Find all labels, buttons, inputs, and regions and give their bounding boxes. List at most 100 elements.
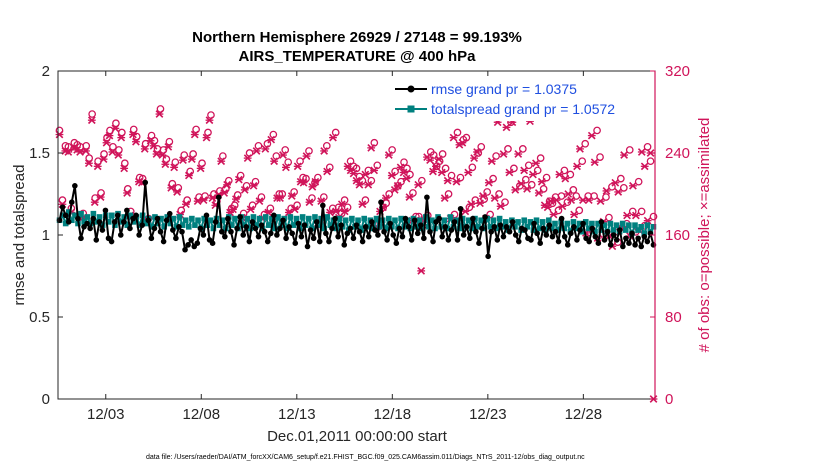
x-axis: 12/03 12/08 12/13 12/18 12/23 12/28 xyxy=(87,71,602,423)
obs-assimilated-point xyxy=(573,162,581,171)
rmse-point xyxy=(408,237,415,243)
totalspread-point xyxy=(638,224,644,230)
obs-assimilated-point xyxy=(552,196,561,205)
obs-possible-point xyxy=(429,151,438,159)
obs-assimilated-point xyxy=(370,166,379,175)
totalspread-point xyxy=(176,214,183,220)
rmse-point xyxy=(96,219,103,225)
rmse-point xyxy=(375,232,381,238)
obs-assimilated-point xyxy=(476,199,484,208)
legend: rmse grand pr = 1.0375 totalspread grand… xyxy=(391,78,648,121)
totalspread-point xyxy=(361,215,367,222)
obs-assimilated-point xyxy=(337,200,346,209)
rmse-point xyxy=(258,222,265,228)
totalspread-point xyxy=(93,219,100,225)
obs-assimilated-point xyxy=(105,131,114,140)
rmse-point xyxy=(503,224,510,230)
totalspread-point xyxy=(419,225,426,232)
data-file-caption: data file: /Users/raeder/DAI/ATM_forcXX/… xyxy=(146,454,585,461)
rmse-point xyxy=(381,228,387,235)
obs-assimilated-point xyxy=(305,198,314,207)
totalspread-point xyxy=(475,224,481,230)
obs-assimilated-point xyxy=(87,116,96,125)
totalspread-point xyxy=(619,220,626,227)
obs-assimilated-point xyxy=(84,159,93,168)
obs-assimilated-point xyxy=(449,133,458,142)
rmse-point xyxy=(326,238,332,245)
totalspread-point xyxy=(555,227,561,233)
totalspread-point xyxy=(195,217,201,224)
obs-assimilated-point xyxy=(229,205,237,214)
rmse-point xyxy=(555,238,562,245)
obs-possible-point xyxy=(85,154,94,162)
totalspread-point xyxy=(265,222,272,228)
rmse-point xyxy=(558,215,565,222)
totalspread-point xyxy=(256,215,263,222)
rmse-point xyxy=(568,230,574,237)
obs-assimilated-point xyxy=(514,150,523,158)
rmse-point xyxy=(448,227,455,233)
totalspread-point xyxy=(527,219,534,225)
rmse-point xyxy=(316,238,323,245)
rmse-point xyxy=(301,222,308,228)
rmse-point xyxy=(160,238,167,245)
rmse-point xyxy=(87,225,93,232)
rmse-point xyxy=(283,235,289,242)
obs-assimilated-point xyxy=(308,182,317,191)
obs-assimilated-point xyxy=(202,133,211,142)
totalspread-point xyxy=(382,225,389,232)
rmse-point xyxy=(424,194,430,201)
obs-assimilated-point xyxy=(396,163,405,172)
rmse-point xyxy=(237,214,243,220)
totalspread-point xyxy=(127,212,134,219)
rmse-point xyxy=(369,219,375,225)
obs-possible-point xyxy=(293,201,301,210)
rmse-point xyxy=(473,228,479,235)
obs-assimilated-point xyxy=(473,148,481,156)
rmse-point xyxy=(304,243,311,250)
obs-assimilated-point xyxy=(623,211,631,220)
obs-assimilated-point xyxy=(164,142,173,151)
obs-assimilated-point xyxy=(602,187,611,195)
rmse-point xyxy=(127,225,133,232)
rmse-point xyxy=(405,224,412,230)
obs-assimilated-point xyxy=(534,189,543,197)
totalspread-point xyxy=(524,224,531,230)
obs-assimilated-point xyxy=(502,123,511,132)
rmse-point xyxy=(170,227,176,233)
obs-possible-point xyxy=(403,164,411,173)
totalspread-point xyxy=(502,219,509,225)
totalspread-point xyxy=(349,215,355,222)
obs-assimilated-point xyxy=(220,189,229,197)
totalspread-point xyxy=(592,228,598,235)
rmse-point xyxy=(384,237,390,243)
totalspread-point xyxy=(84,214,91,220)
obs-possible-point xyxy=(441,164,450,173)
rmse-point xyxy=(512,232,519,238)
obs-assimilated-point xyxy=(276,194,284,202)
totalspread-point xyxy=(542,227,549,233)
totalspread-point xyxy=(386,215,392,222)
obs-possible-point xyxy=(539,185,548,193)
obs-assimilated-point xyxy=(311,177,320,186)
rmse-point xyxy=(255,233,262,240)
rmse-point xyxy=(641,233,648,240)
x-tick-label: 12/13 xyxy=(278,406,316,423)
obs-possible-point xyxy=(385,190,394,198)
obs-assimilated-point xyxy=(111,124,120,133)
rmse-point xyxy=(460,232,467,238)
obs-assimilated-point xyxy=(323,167,331,176)
rmse-point xyxy=(598,219,605,225)
obs-assimilated-point xyxy=(487,157,496,166)
rmse-point xyxy=(430,238,436,245)
totalspread-point xyxy=(312,214,318,220)
rmse-point xyxy=(179,228,185,235)
obs-assimilated-point xyxy=(620,151,629,159)
totalspread-point xyxy=(539,219,546,225)
rmse-point xyxy=(274,232,280,238)
obs-possible-point xyxy=(554,206,563,215)
obs-assimilated-point xyxy=(387,171,396,180)
obs-assimilated-point xyxy=(426,156,434,165)
rmse-point xyxy=(347,225,354,232)
rmse-point xyxy=(341,242,348,248)
